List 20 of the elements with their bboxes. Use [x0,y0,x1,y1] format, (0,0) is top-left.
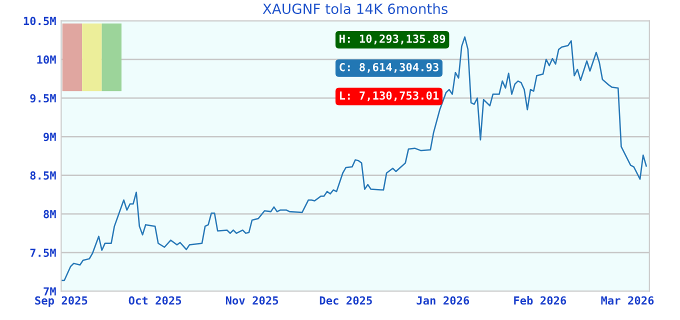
y-tick-label: 7M [44,287,56,296]
y-tick-label: 10M [37,55,56,64]
x-tick-label: Jan 2026 [416,296,470,305]
x-tick-label: Nov 2025 [226,296,278,305]
x-tick-label: Oct 2025 [128,296,182,305]
y-tick-label: 9M [44,132,56,142]
y-tick-label: 10.5M [24,16,56,26]
y-tick-label: 8.5M [30,171,56,180]
x-tick-label: Sep 2025 [35,296,88,307]
chart-title: XAUGNF tola 14K 6months [262,3,448,14]
x-tick-label: Dec 2025 [320,296,372,305]
line-series [61,36,647,282]
y-tick-label: 8M [44,210,56,218]
annotation: C: 8,614,304.93 [340,62,438,73]
y-tick-label: 9.5M [30,94,56,102]
y-tick-label: 7.5M [30,248,56,257]
x-tick-label: Mar 2026 [601,296,654,305]
annotation: H: 10,293,135.89 [340,34,446,44]
x-tick-label: Feb 2026 [514,296,566,305]
annotation: L: 7,130,753.01 [340,91,439,102]
